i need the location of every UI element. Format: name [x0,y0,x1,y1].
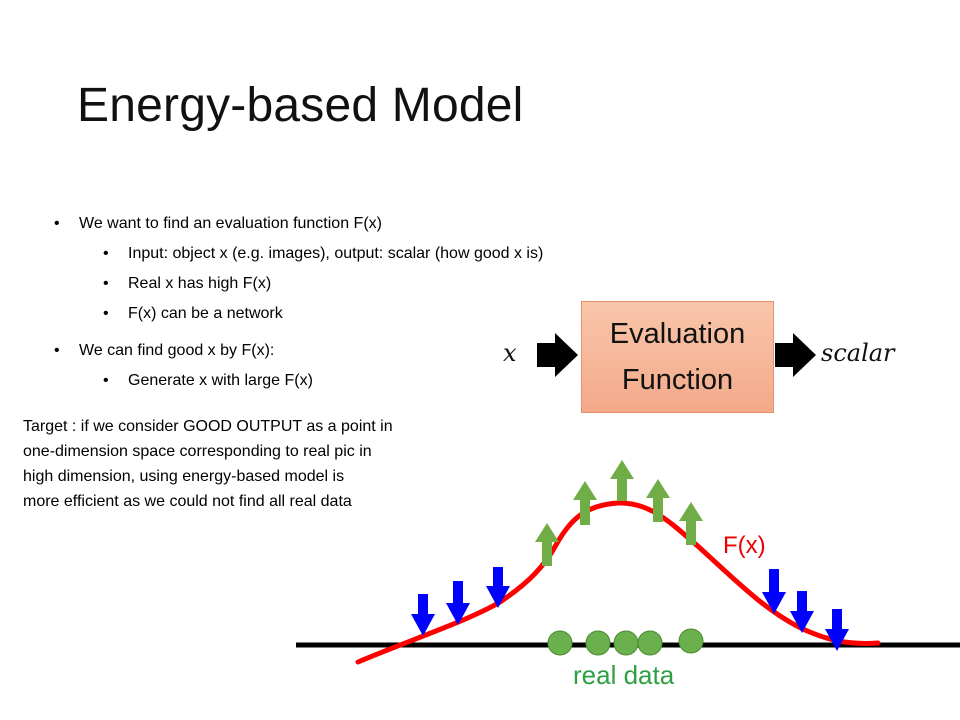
bullet-level2: Real x has high F(x) [103,275,271,293]
bullet-level1: We can find good x by F(x): [54,342,274,360]
box-line2: Function [621,364,734,396]
target-note: Target : if we consider GOOD OUTPUT as a… [23,414,473,514]
bullet-level1: We want to find an evaluation function F… [54,215,382,233]
box-line1: Evaluation [609,318,746,350]
up-arrow-icon [535,523,559,566]
down-arrow-icon [486,567,510,608]
target-line: high dimension, using energy-based model… [23,468,345,485]
real-data-points [547,628,704,656]
up-arrow-icon [573,481,597,525]
data-point [585,630,611,656]
down-arrow-icon [825,609,849,651]
down-arrow-icon [762,569,786,614]
up-arrow-icon [610,460,634,501]
target-line: one-dimension space corresponding to rea… [23,443,372,460]
real-data-label: real data [573,660,675,690]
data-point [547,630,573,656]
target-line: more efficient as we could not find all … [23,493,352,510]
output-arrow-icon [775,333,816,377]
up-arrows [535,460,703,566]
bullet-level2: Input: object x (e.g. images), output: s… [103,245,543,263]
output-symbol: scalar [821,339,895,367]
bullet-level2: F(x) can be a network [103,305,283,323]
bullet-level2: Generate x with large F(x) [103,372,313,390]
up-arrow-icon [646,479,670,522]
slide-title: Energy-based Model [77,79,524,132]
down-arrow-icon [790,591,814,633]
data-point [678,628,704,654]
fx-curve-label: F(x) [723,532,766,559]
input-symbol: x [503,339,517,367]
down-arrows [411,567,849,651]
evaluation-function-box: Evaluation Function [581,301,774,413]
up-arrow-icon [679,502,703,545]
input-arrow-icon [537,333,578,377]
down-arrow-icon [411,594,435,636]
target-line: Target : if we consider GOOD OUTPUT as a… [23,418,393,435]
data-point [637,630,663,656]
data-point [613,630,639,656]
down-arrow-icon [446,581,470,625]
